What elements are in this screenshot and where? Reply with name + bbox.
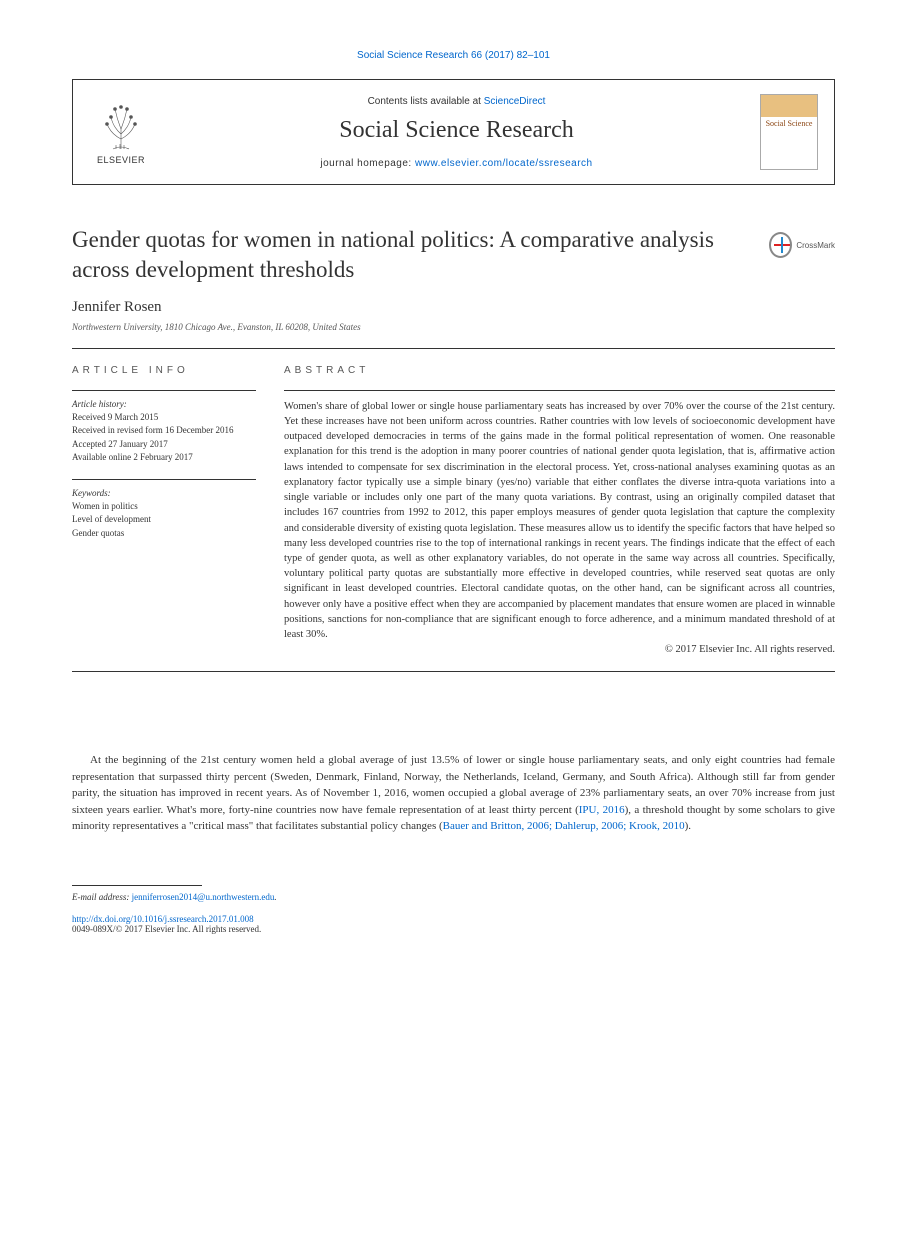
- email-label: E-mail address:: [72, 892, 132, 902]
- crossmark-label: CrossMark: [796, 241, 835, 250]
- keywords-label: Keywords:: [72, 488, 256, 498]
- info-divider: [72, 390, 256, 391]
- citation-line: Social Science Research 66 (2017) 82–101: [72, 50, 835, 61]
- sciencedirect-link[interactable]: ScienceDirect: [484, 96, 546, 107]
- elsevier-text: ELSEVIER: [97, 155, 145, 165]
- publisher-header: ELSEVIER Contents lists available at Sci…: [72, 79, 835, 185]
- email-link[interactable]: jenniferrosen2014@u.northwestern.edu: [132, 892, 275, 902]
- elsevier-logo: ELSEVIER: [89, 94, 153, 170]
- contents-prefix: Contents lists available at: [368, 96, 484, 107]
- body-text-c: ).: [685, 820, 691, 832]
- abstract-text: Women's share of global lower or single …: [284, 399, 835, 643]
- footer-separator: [72, 885, 202, 886]
- article-history-block: Article history: Received 9 March 2015 R…: [72, 399, 256, 465]
- journal-cover-thumb: Social Science: [760, 94, 818, 170]
- journal-name: Social Science Research: [169, 117, 744, 144]
- homepage-prefix: journal homepage:: [320, 158, 415, 169]
- title-block: Gender quotas for women in national poli…: [72, 225, 835, 285]
- history-label: Article history:: [72, 399, 256, 409]
- issn-line: 0049-089X/© 2017 Elsevier Inc. All right…: [72, 924, 835, 934]
- divider: [72, 348, 835, 349]
- contents-line: Contents lists available at ScienceDirec…: [169, 96, 744, 107]
- email-line: E-mail address: jenniferrosen2014@u.nort…: [72, 892, 835, 902]
- info-abstract-row: ARTICLE INFO Article history: Received 9…: [72, 365, 835, 656]
- keywords-text: Women in politics Level of development G…: [72, 500, 256, 541]
- crossmark-badge[interactable]: CrossMark: [769, 225, 835, 265]
- author-name: Jennifer Rosen: [72, 299, 835, 316]
- info-divider: [72, 479, 256, 480]
- paper-title: Gender quotas for women in national poli…: [72, 225, 753, 285]
- header-center: Contents lists available at ScienceDirec…: [169, 96, 744, 169]
- doi-link[interactable]: http://dx.doi.org/10.1016/j.ssresearch.2…: [72, 914, 835, 924]
- cover-thumb-title: Social Science: [765, 119, 813, 128]
- abstract-column: ABSTRACT Women's share of global lower o…: [284, 365, 835, 656]
- author-affiliation: Northwestern University, 1810 Chicago Av…: [72, 322, 835, 332]
- body-paragraph-1: At the beginning of the 21st century wom…: [72, 752, 835, 835]
- elsevier-tree-icon: [93, 99, 149, 155]
- email-period: .: [274, 892, 276, 902]
- keywords-block: Keywords: Women in politics Level of dev…: [72, 488, 256, 541]
- homepage-line: journal homepage: www.elsevier.com/locat…: [169, 158, 744, 169]
- history-text: Received 9 March 2015 Received in revise…: [72, 411, 256, 465]
- article-info-heading: ARTICLE INFO: [72, 365, 256, 376]
- abstract-heading: ABSTRACT: [284, 365, 835, 376]
- crossmark-icon: [769, 232, 792, 258]
- abstract-copyright: © 2017 Elsevier Inc. All rights reserved…: [284, 644, 835, 655]
- citation-link-ipu[interactable]: IPU, 2016: [579, 804, 625, 816]
- homepage-link[interactable]: www.elsevier.com/locate/ssresearch: [415, 158, 593, 169]
- article-info-column: ARTICLE INFO Article history: Received 9…: [72, 365, 256, 656]
- abstract-divider: [284, 390, 835, 391]
- divider: [72, 671, 835, 672]
- citation-link-bauer[interactable]: Bauer and Britton, 2006; Dahlerup, 2006;…: [443, 820, 685, 832]
